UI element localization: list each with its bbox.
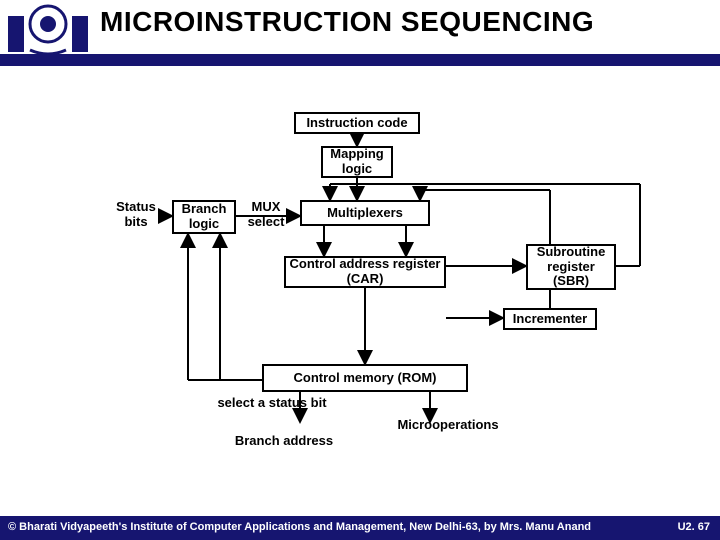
label-select-status: select a status bit xyxy=(212,396,332,411)
footer-copyright: © Bharati Vidyapeeth's Institute of Comp… xyxy=(8,521,591,533)
box-branch-logic: Branch logic xyxy=(172,200,236,234)
box-incrementer: Incrementer xyxy=(503,308,597,330)
institution-logo xyxy=(6,2,90,60)
diagram-area: Instruction code Mapping logic Branch lo… xyxy=(0,66,720,476)
box-control-memory-rom: Control memory (ROM) xyxy=(262,364,468,392)
label-branch-address: Branch address xyxy=(224,434,344,449)
box-subroutine-register: Subroutine register (SBR) xyxy=(526,244,616,290)
label-microoperations: Microoperations xyxy=(388,418,508,433)
label-mux-select: MUX select xyxy=(236,200,296,230)
label-status-bits: Status bits xyxy=(106,200,166,230)
box-multiplexers: Multiplexers xyxy=(300,200,430,226)
slide-header: MICROINSTRUCTION SEQUENCING xyxy=(0,0,720,66)
box-instruction-code: Instruction code xyxy=(294,112,420,134)
footer-page-number: U2. 67 xyxy=(678,521,710,533)
slide-title: MICROINSTRUCTION SEQUENCING xyxy=(100,6,710,38)
slide-footer: © Bharati Vidyapeeth's Institute of Comp… xyxy=(0,516,720,540)
slide-container: MICROINSTRUCTION SEQUENCING Instruction … xyxy=(0,0,720,540)
header-rule-thick xyxy=(0,54,720,64)
box-control-address-reg: Control address register (CAR) xyxy=(284,256,446,288)
box-mapping-logic: Mapping logic xyxy=(321,146,393,178)
